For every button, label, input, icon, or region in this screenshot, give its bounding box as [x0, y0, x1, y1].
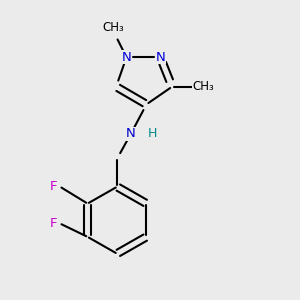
- Text: N: N: [122, 51, 131, 64]
- Text: H: H: [147, 127, 157, 140]
- Text: CH₃: CH₃: [192, 80, 214, 93]
- Text: F: F: [50, 217, 58, 230]
- Text: N: N: [155, 51, 165, 64]
- Text: CH₃: CH₃: [102, 21, 124, 34]
- Text: F: F: [50, 180, 58, 193]
- Text: N: N: [126, 127, 136, 140]
